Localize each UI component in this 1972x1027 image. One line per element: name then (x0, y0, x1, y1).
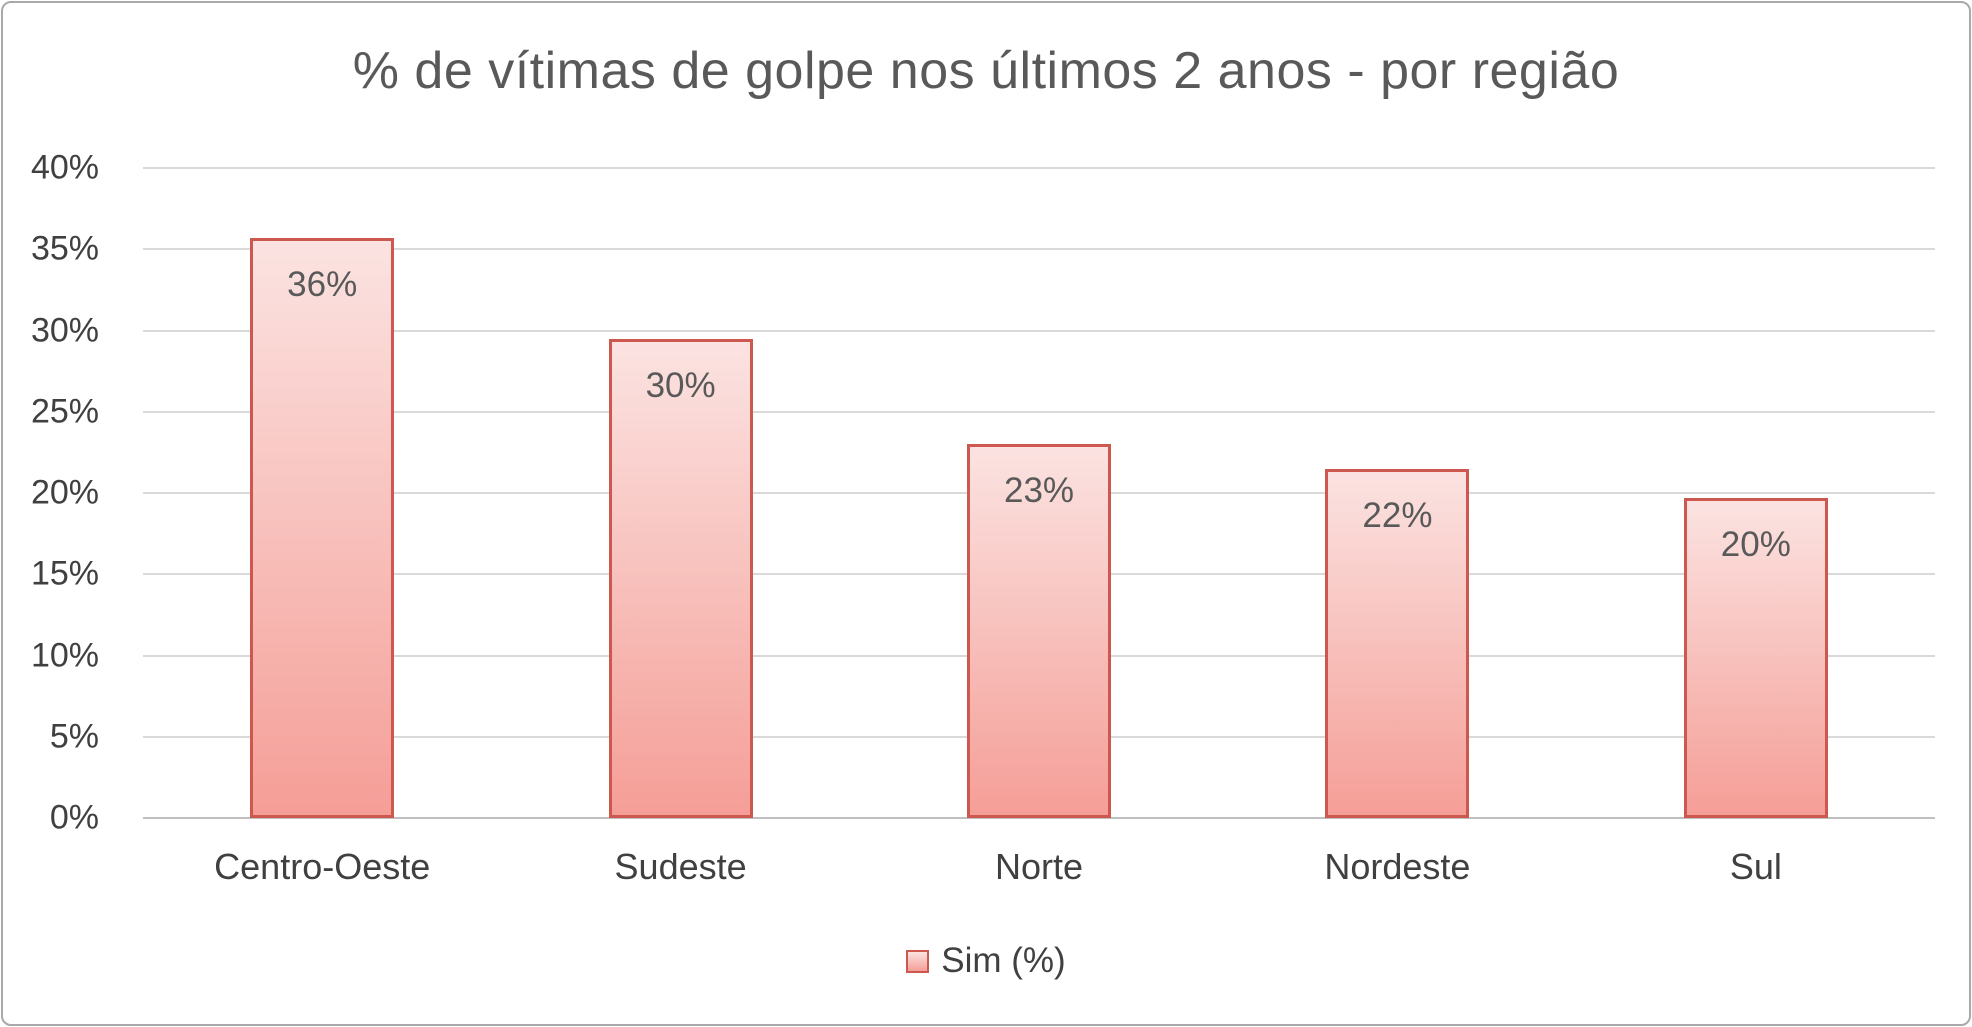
data-label-nordeste: 22% (1362, 495, 1433, 535)
bar-slot-nordeste: 22% (1218, 168, 1576, 818)
bar-slot-sul: 20% (1577, 168, 1935, 818)
y-axis-tick-label: 35% (30, 229, 99, 268)
legend-label: Sim (%) (941, 941, 1066, 980)
data-label-centro-oeste: 36% (287, 264, 358, 304)
y-axis-tick-label: 10% (30, 636, 99, 674)
gridline (143, 329, 1935, 332)
bar-nordeste: 22% (1325, 468, 1470, 818)
legend: Sim (%) (3, 941, 1969, 981)
gridline (143, 248, 1935, 251)
y-axis-tick-label: 0% (49, 798, 99, 837)
legend-swatch (906, 949, 930, 973)
data-label-sul: 20% (1720, 524, 1791, 564)
bar-slot-centro-oeste: 36% (143, 168, 501, 818)
x-axis-label-centro-oeste: Centro-Oeste (214, 846, 431, 887)
data-label-norte: 23% (1003, 471, 1075, 511)
bar-centro-oeste: 36% (250, 237, 395, 818)
y-axis-tick-label: 20% (30, 473, 99, 512)
x-axis-label-sul: Sul (1729, 846, 1782, 887)
y-axis-tick-label: 30% (30, 311, 99, 349)
gridline (143, 410, 1935, 413)
bar-slot-norte: 23% (860, 168, 1218, 818)
bar-slot-sudeste: 30% (501, 168, 859, 818)
x-axis-label-norte: Norte (995, 846, 1084, 887)
data-label-sudeste: 30% (645, 365, 716, 405)
plot-area: 36% 30% 23% 22% 20% (143, 167, 1935, 819)
y-axis: 0% 5% 10% 15% 20% 25% 30% 35% 40% (3, 149, 121, 837)
gridline (143, 167, 1935, 169)
bars: 36% 30% 23% 22% 20% (143, 168, 1935, 818)
chart-title: % de vítimas de golpe nos últimos 2 anos… (352, 42, 1620, 100)
bar-sul: 20% (1683, 497, 1828, 818)
y-axis-tick-label: 15% (30, 554, 99, 593)
bar-norte: 23% (967, 444, 1112, 818)
y-axis-tick-label: 5% (49, 717, 99, 756)
x-axis-line (143, 817, 1935, 819)
x-axis-label-sudeste: Sudeste (614, 846, 747, 887)
y-axis-tick-label: 25% (30, 392, 99, 431)
x-axis-label-nordeste: Nordeste (1324, 846, 1471, 887)
y-axis-tick-label: 40% (30, 148, 99, 187)
x-axis-labels: Centro-Oeste Sudeste Norte Nordeste Sul (143, 846, 1935, 888)
bar-sudeste: 30% (608, 338, 753, 818)
